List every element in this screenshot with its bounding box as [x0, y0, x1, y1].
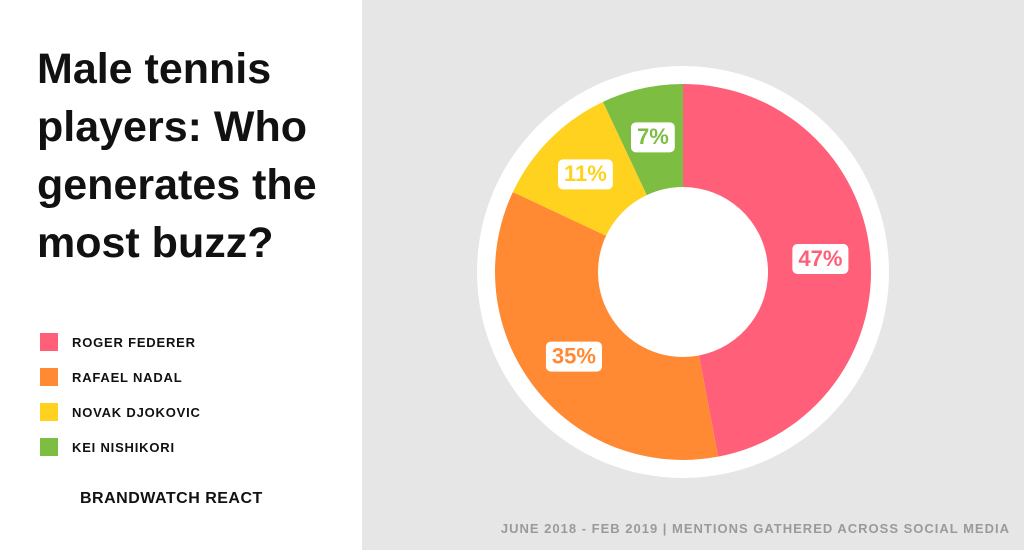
legend-label: NOVAK DJOKOVIC	[72, 404, 201, 420]
value-label-group: 11%	[558, 159, 613, 190]
legend-label: RAFAEL NADAL	[72, 369, 183, 385]
legend-swatch	[40, 438, 58, 456]
value-label-bg	[558, 159, 613, 190]
legend-item: KEI NISHIKORI	[40, 438, 175, 456]
value-label-bg	[545, 341, 602, 372]
value-label: 47%	[798, 246, 842, 271]
chart-title: Male tennis players: Who generates the m…	[37, 45, 317, 267]
legend-item: ROGER FEDERER	[40, 333, 196, 351]
value-label-bg	[792, 244, 849, 275]
value-label: 7%	[637, 124, 669, 149]
value-label-group: 35%	[545, 341, 602, 372]
value-label-group: 7%	[630, 122, 675, 153]
donut-slice	[495, 191, 719, 461]
value-label-group: 47%	[792, 244, 849, 275]
value-label: 35%	[552, 343, 596, 368]
legend-swatch	[40, 368, 58, 386]
legend-swatch	[40, 333, 58, 351]
left-panel: Male tennis players: Who generates the m…	[0, 0, 362, 550]
legend-label: KEI NISHIKORI	[72, 439, 175, 455]
value-label-bg	[630, 122, 675, 153]
legend-label: ROGER FEDERER	[72, 334, 196, 350]
legend-swatch	[40, 403, 58, 421]
footnote: JUNE 2018 - FEB 2019 | MENTIONS GATHERED…	[500, 521, 1010, 536]
source: BRANDWATCH REACT	[80, 490, 263, 507]
donut-slice	[683, 84, 872, 457]
legend-item: RAFAEL NADAL	[40, 368, 182, 386]
chart: 47% 35% 11% 7%	[477, 66, 889, 478]
value-label: 11%	[564, 161, 607, 186]
legend-item: NOVAK DJOKOVIC	[40, 403, 201, 421]
